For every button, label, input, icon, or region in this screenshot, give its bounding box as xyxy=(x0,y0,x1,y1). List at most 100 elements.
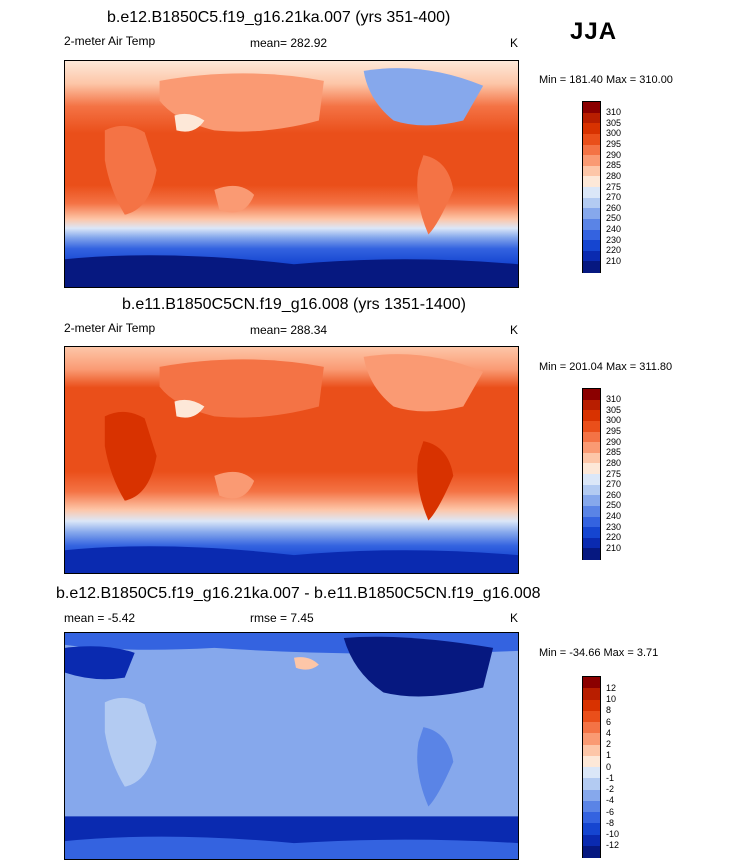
panel1-tibet xyxy=(174,113,205,132)
colorbar-swatch xyxy=(583,218,600,230)
colorbar-tick-label: 220 xyxy=(606,532,622,543)
colorbar-swatch xyxy=(583,710,600,723)
colorbar-swatch xyxy=(583,133,600,145)
colorbar-tick-label: 240 xyxy=(606,224,622,234)
panel1-units: K xyxy=(510,36,519,50)
panel2-tibet xyxy=(174,399,205,418)
panel3-colorbar xyxy=(582,676,601,858)
colorbar-swatch xyxy=(583,176,600,188)
colorbar-swatch xyxy=(583,442,600,454)
panel3-map xyxy=(64,632,519,860)
colorbar-swatch xyxy=(583,112,600,124)
panel3-laurentide xyxy=(343,636,494,697)
panel2-map xyxy=(64,346,519,574)
panel1-map-svg xyxy=(65,61,518,287)
colorbar-tick-label: 250 xyxy=(606,213,622,224)
colorbar-tick-label: 275 xyxy=(606,468,622,479)
colorbar-tick-label: 295 xyxy=(606,139,622,149)
colorbar-swatch xyxy=(583,699,600,712)
panel2-eurasia xyxy=(159,359,324,418)
panel3-beringia xyxy=(293,657,319,670)
colorbar-tick-label: -2 xyxy=(606,784,615,794)
colorbar-swatch xyxy=(583,420,600,432)
colorbar-swatch xyxy=(583,123,600,135)
colorbar-swatch xyxy=(583,144,600,156)
colorbar-swatch xyxy=(583,197,600,209)
colorbar-tick-label: 305 xyxy=(606,404,622,415)
colorbar-swatch xyxy=(583,389,600,401)
colorbar-swatch xyxy=(583,452,600,464)
colorbar-swatch xyxy=(583,261,600,273)
colorbar-tick-label: 0 xyxy=(606,761,612,772)
panel3-fennoscandia xyxy=(65,646,135,680)
panel2-map-svg xyxy=(65,347,518,573)
colorbar-tick-label: 300 xyxy=(606,415,622,426)
panel3-minmax: Min = -34.66 Max = 3.71 xyxy=(539,647,659,659)
colorbar-swatch xyxy=(583,812,600,824)
colorbar-tick-label: 220 xyxy=(606,245,622,256)
panel3-map-svg xyxy=(65,633,518,859)
colorbar-swatch xyxy=(583,505,600,517)
colorbar-tick-label: 280 xyxy=(606,170,622,181)
colorbar-tick-label: -4 xyxy=(606,795,615,806)
colorbar-swatch xyxy=(583,474,600,486)
colorbar-tick-label: 1 xyxy=(606,750,612,761)
colorbar-tick-label: 285 xyxy=(606,160,622,171)
panel2-units: K xyxy=(510,323,519,337)
colorbar-swatch xyxy=(583,778,600,790)
colorbar-swatch xyxy=(583,800,600,813)
panel2-title: b.e11.B1850C5CN.f19_g16.008 (yrs 1351-14… xyxy=(122,296,466,313)
colorbar-tick-label: 10 xyxy=(606,694,617,704)
colorbar-swatch xyxy=(583,495,600,507)
colorbar-swatch xyxy=(583,463,600,475)
colorbar-swatch xyxy=(583,677,600,689)
panel3-rmse: rmse = 7.45 xyxy=(250,611,314,625)
colorbar-swatch xyxy=(583,155,600,167)
panel2-antarctica xyxy=(65,546,518,573)
colorbar-swatch xyxy=(583,399,600,411)
panel3-south-america xyxy=(417,727,454,807)
panel2-south-america xyxy=(417,441,454,521)
panel1-antarctica xyxy=(65,255,518,287)
panel1-mean: mean= 282.92 xyxy=(250,36,328,50)
panel1-north-america xyxy=(363,68,484,126)
colorbar-swatch xyxy=(583,688,600,700)
colorbar-tick-label: 310 xyxy=(606,107,622,118)
colorbar-tick-label: 2 xyxy=(606,739,612,749)
panel1-minmax: Min = 181.40 Max = 310.00 xyxy=(539,74,673,86)
colorbar-swatch xyxy=(583,208,600,220)
panel1-africa xyxy=(104,125,157,215)
panel1-colorbar xyxy=(582,101,601,273)
panel2-variable: 2-meter Air Temp xyxy=(64,321,156,335)
colorbar-tick-label: -12 xyxy=(606,840,620,851)
colorbar-tick-label: -8 xyxy=(606,817,615,828)
colorbar-tick-label: 230 xyxy=(606,521,622,532)
colorbar-tick-label: -6 xyxy=(606,806,615,817)
panel2-australia xyxy=(214,471,255,499)
colorbar-tick-label: 285 xyxy=(606,447,622,458)
colorbar-swatch xyxy=(583,484,600,496)
colorbar-swatch xyxy=(583,187,600,199)
colorbar-tick-label: 230 xyxy=(606,234,622,245)
colorbar-tick-label: 4 xyxy=(606,727,612,738)
panel2-minmax: Min = 201.04 Max = 311.80 xyxy=(539,361,673,373)
colorbar-swatch xyxy=(583,229,600,241)
colorbar-swatch xyxy=(583,744,600,757)
colorbar-tick-label: 280 xyxy=(606,457,622,468)
panel1-variable: 2-meter Air Temp xyxy=(64,34,156,48)
colorbar-swatch xyxy=(583,834,600,847)
colorbar-swatch xyxy=(583,537,600,549)
panel3-antarctica xyxy=(65,836,518,859)
panel3-units: K xyxy=(510,611,519,625)
panel1-south-america xyxy=(417,155,454,235)
colorbar-tick-label: 275 xyxy=(606,181,622,192)
colorbar-swatch xyxy=(583,823,600,835)
panel3-mean: mean = -5.42 xyxy=(64,611,136,625)
colorbar-swatch xyxy=(583,431,600,443)
colorbar-tick-label: 210 xyxy=(606,542,622,553)
colorbar-swatch xyxy=(583,722,600,734)
colorbar-tick-label: 290 xyxy=(606,149,622,160)
colorbar-tick-label: 305 xyxy=(606,117,622,128)
colorbar-tick-label: 260 xyxy=(606,489,622,500)
colorbar-tick-label: 210 xyxy=(606,255,622,266)
